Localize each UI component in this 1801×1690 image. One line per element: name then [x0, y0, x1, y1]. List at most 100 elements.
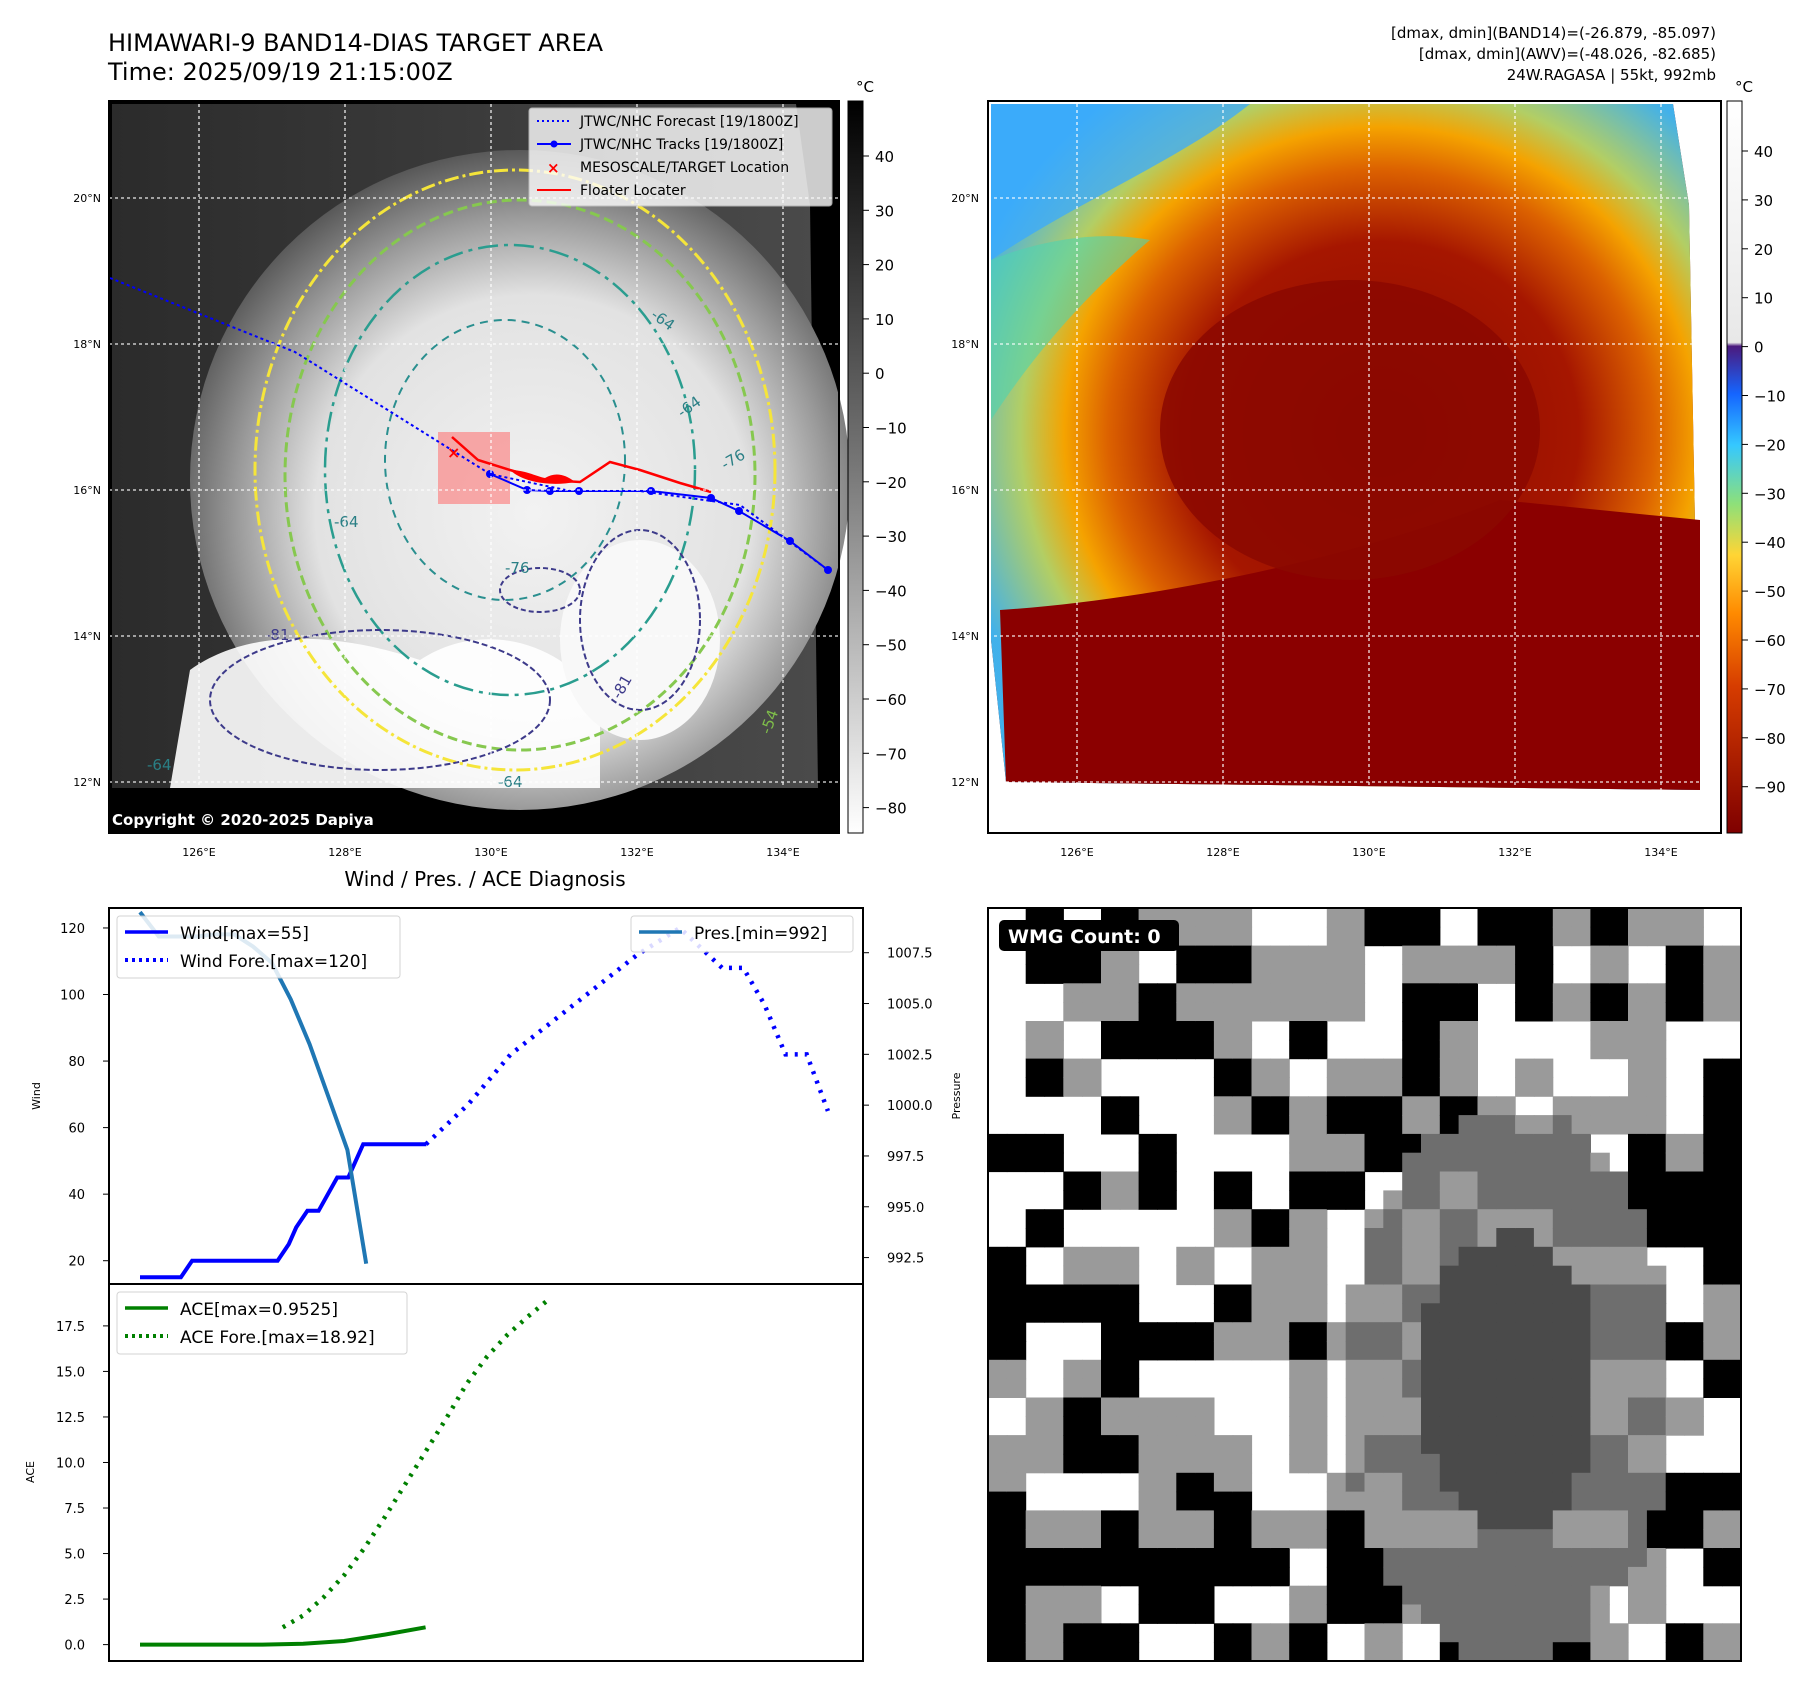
wmg-cell [1477, 926, 1497, 947]
wmg-cell [1138, 1021, 1158, 1041]
wmg-cell [1364, 1265, 1384, 1286]
wmg-cell [1270, 1322, 1290, 1342]
wmg-cell [1308, 1209, 1328, 1229]
lat-label: 20°N [73, 192, 101, 205]
wmg-cell [1439, 945, 1460, 965]
wmg-cell [1063, 1435, 1083, 1455]
wmg-cell [1552, 1209, 1573, 1229]
wmg-cell [1101, 1642, 1121, 1662]
wmg-cell [1571, 1623, 1591, 1643]
wmg-cell [1439, 1378, 1460, 1398]
wmg-cell [1628, 1209, 1648, 1229]
wmg-cell [1590, 1416, 1610, 1436]
wmg-cell [1533, 1529, 1554, 1549]
wmg-cell [1477, 1341, 1497, 1361]
wmg-cell [1044, 1604, 1064, 1624]
wmg-cell [1458, 945, 1478, 965]
wmg-cell [1232, 1623, 1253, 1643]
wmg-cell [1195, 1548, 1215, 1568]
lat-label: 14°N [73, 630, 101, 643]
wmg-cell [1458, 1133, 1478, 1154]
wmg-cell [1646, 1585, 1667, 1606]
wmg-cell [1703, 1152, 1723, 1173]
wmg-cell [1101, 1359, 1121, 1380]
wmg-cell [1571, 1115, 1591, 1135]
wmg-cell [1665, 908, 1686, 928]
wmg-cell [1251, 945, 1271, 965]
wmg-cell [1270, 983, 1290, 1003]
wmg-cell [1477, 1510, 1497, 1530]
wmg-cell [1533, 1002, 1554, 1022]
wmg-cell [1364, 1472, 1384, 1493]
wmg-cell [1402, 1246, 1422, 1267]
wmg-cell [1421, 983, 1441, 1003]
wmg-cell [1364, 1566, 1384, 1587]
wmg-cell [1515, 1472, 1535, 1493]
wmg-cell [1533, 926, 1554, 947]
wmg-cell [1496, 1585, 1516, 1606]
wmg-cell [1496, 1228, 1516, 1248]
wmg-cell [1722, 1096, 1742, 1116]
wmg-cell [1515, 1623, 1535, 1643]
wmg-cell [1477, 964, 1497, 984]
wmg-cell [1458, 1416, 1478, 1436]
wmg-cell [1044, 1077, 1064, 1097]
colorbar-tick-label: −50 [875, 637, 907, 655]
wmg-cell [1176, 908, 1196, 928]
wmg-cell [1025, 1021, 1046, 1041]
wmg-cell [1552, 1472, 1573, 1493]
wmg-cell [1006, 1623, 1027, 1643]
track-markers [486, 470, 832, 574]
wmg-cell [1044, 1303, 1064, 1323]
wmg-cell [1345, 1171, 1366, 1191]
wmg-cell [1232, 1491, 1253, 1511]
wmg-cell [1044, 1548, 1064, 1568]
wmg-cell [1308, 1021, 1328, 1041]
legend-pressure: Pres.[min=992] [694, 924, 827, 944]
wmg-cell [1383, 1152, 1403, 1173]
wmg-cell [1383, 1529, 1403, 1549]
wmg-cell [1609, 1021, 1629, 1041]
wmg-cell [1590, 1209, 1610, 1229]
wmg-cell [1232, 1228, 1253, 1248]
colorbar-tick-label: 10 [1754, 290, 1773, 308]
wmg-cell [1345, 1435, 1366, 1455]
wmg-cell [1308, 1133, 1328, 1154]
wmg-cell [1383, 1190, 1403, 1210]
wind-tick-label: 120 [60, 922, 85, 937]
wmg-cell [1477, 1096, 1497, 1116]
wmg-cell [1421, 1378, 1441, 1398]
wmg-cell [1326, 1002, 1347, 1022]
wmg-cell [1496, 1416, 1516, 1436]
figure-time: Time: 2025/09/19 21:15:00Z [107, 58, 453, 86]
wmg-cell [1722, 1359, 1742, 1380]
wmg-cell [1439, 1341, 1460, 1361]
wmg-cell [1552, 1435, 1573, 1455]
wmg-cell [1552, 1604, 1573, 1624]
wmg-cell [1364, 1096, 1384, 1116]
wmg-cell [1270, 945, 1290, 965]
wmg-cell [1119, 1115, 1140, 1135]
wmg-cell [1609, 1209, 1629, 1229]
wmg-cell [1703, 1322, 1723, 1342]
wmg-cell [1496, 1472, 1516, 1493]
wmg-cell [1063, 1453, 1083, 1474]
wmg-cell [1665, 1623, 1686, 1643]
wmg-cell [1646, 1397, 1667, 1417]
wmg-cell [1496, 1623, 1516, 1643]
wmg-cell [1270, 1265, 1290, 1286]
wmg-cell [1289, 1265, 1309, 1286]
wmg-cell [1703, 1284, 1723, 1304]
wmg-cell [1477, 1115, 1497, 1135]
wmg-cell [1421, 1228, 1441, 1248]
wmg-cell [1458, 1039, 1478, 1060]
wmg-cell [1703, 1228, 1723, 1248]
wmg-cell [1439, 1096, 1460, 1116]
wmg-cell [1458, 1585, 1478, 1606]
wmg-cell [1213, 1021, 1234, 1041]
wmg-cell [1458, 1529, 1478, 1549]
wmg-cell [1439, 1209, 1460, 1229]
wmg-cell [1082, 1529, 1102, 1549]
wmg-cell [1232, 1303, 1253, 1323]
wmg-cell [1063, 1190, 1083, 1210]
